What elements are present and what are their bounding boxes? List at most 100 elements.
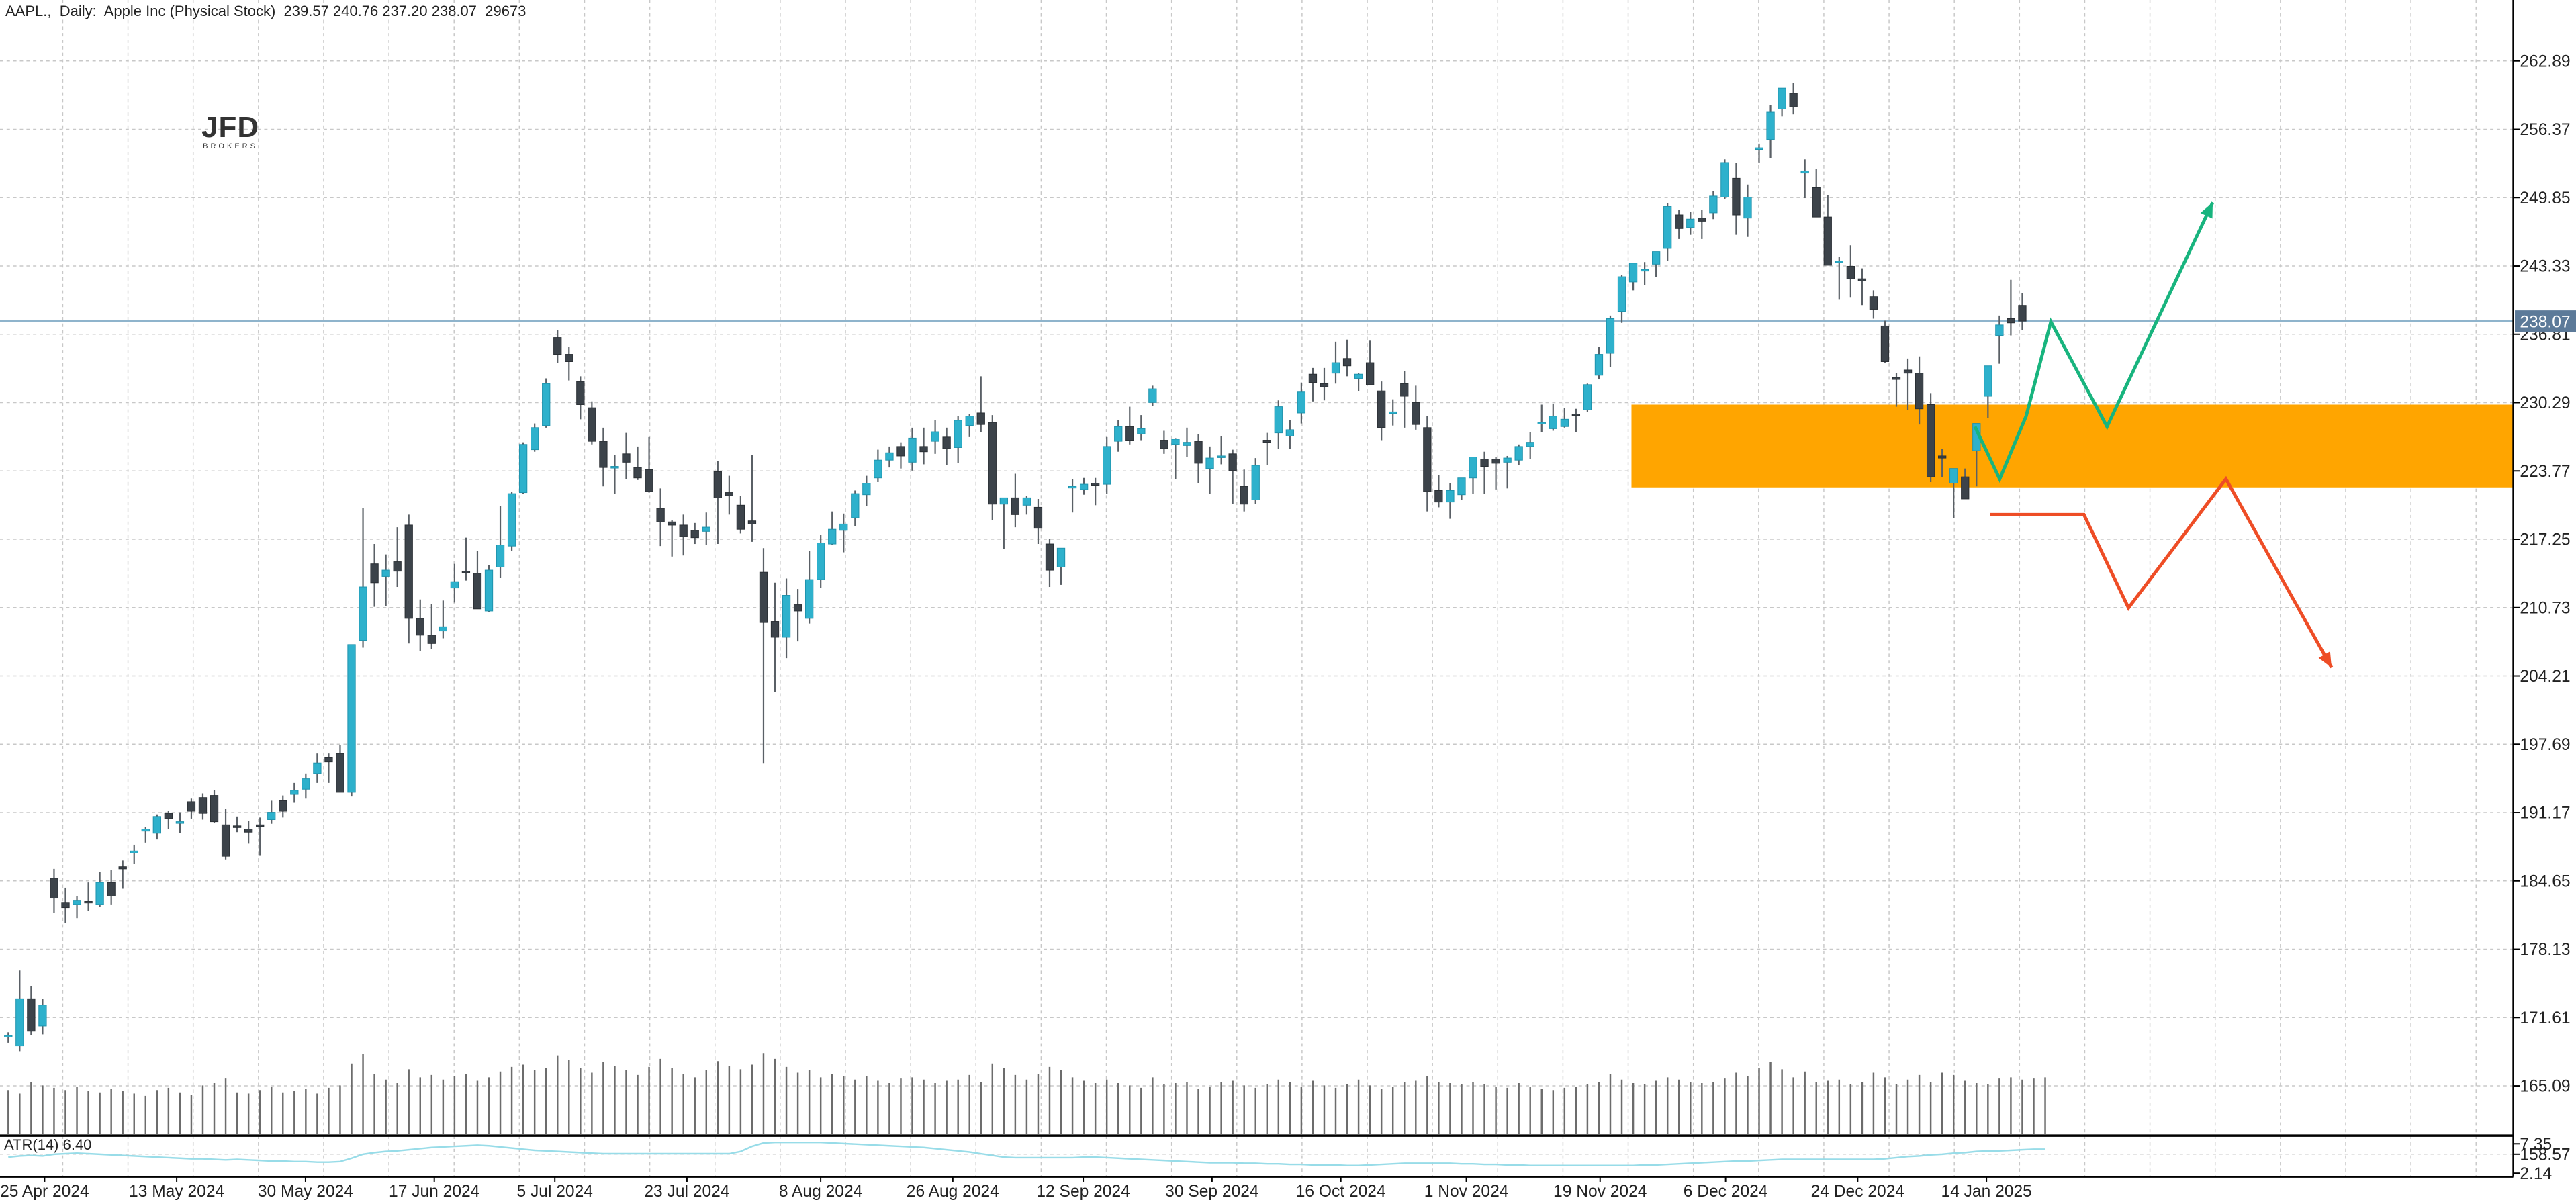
candle-body — [817, 542, 825, 580]
x-tick-label: 8 Aug 2024 — [779, 1183, 862, 1200]
candle-body — [633, 467, 642, 479]
candle-body — [679, 524, 688, 537]
candle-body — [954, 420, 962, 448]
candle-body — [1262, 440, 1271, 443]
candle-body — [1755, 147, 1763, 150]
x-tick-label: 24 Dec 2024 — [1811, 1183, 1904, 1200]
logo-subtext: BROKERS — [203, 142, 258, 150]
candle-body — [1240, 486, 1248, 505]
candle-body — [1583, 384, 1592, 410]
candle-body — [1514, 446, 1523, 461]
support-zone-rect — [1631, 404, 2514, 488]
x-tick-label: 14 Jan 2025 — [1941, 1183, 2031, 1200]
candle-body — [1389, 411, 1397, 414]
candle-body — [1628, 263, 1638, 283]
candle-body — [1892, 377, 1901, 380]
y-tick-label: 165.09 — [2520, 1078, 2570, 1096]
candle-body — [302, 778, 310, 790]
candle-body — [336, 753, 344, 793]
y-tick-label: 191.17 — [2520, 804, 2570, 823]
candle-body — [1320, 383, 1329, 387]
bullish-scenario-line — [1973, 201, 2215, 483]
candle-body — [256, 824, 265, 827]
candle-body — [484, 569, 494, 612]
candle-body — [1377, 390, 1386, 428]
candle-body — [804, 579, 814, 619]
candle-body — [965, 416, 974, 426]
y-tick-label: 204.21 — [2520, 667, 2570, 686]
atr-tick-label: 2.14 — [2520, 1165, 2552, 1183]
candle-body — [896, 446, 905, 457]
candle-body — [61, 902, 70, 909]
candle-body — [1846, 265, 1855, 279]
candle-body — [118, 866, 127, 870]
candle-body — [1835, 261, 1843, 263]
candle-body — [828, 528, 837, 545]
candle-body — [690, 530, 699, 539]
candle-body — [221, 824, 230, 857]
ohlc-values: 239.57 240.76 237.20 238.07 — [283, 3, 477, 19]
candle-body — [736, 504, 745, 530]
candle-body — [1732, 177, 1741, 216]
candle-body — [1995, 324, 2004, 336]
support-zone — [1631, 404, 2514, 488]
candle-body — [1285, 429, 1294, 436]
candle-body — [359, 586, 367, 641]
candle-body — [851, 493, 860, 518]
candle-body — [1812, 187, 1821, 218]
candle-body — [427, 635, 436, 644]
volume-value: 29673 — [485, 3, 526, 19]
candle-body — [1480, 459, 1489, 467]
atr-line — [8, 1141, 2045, 1166]
y-tick-label: 256.37 — [2520, 121, 2570, 139]
candle-body — [473, 573, 482, 610]
candle-body — [1617, 276, 1626, 312]
candle-body — [1698, 218, 1706, 222]
x-tick-label: 25 Apr 2024 — [0, 1183, 89, 1200]
axes — [0, 0, 2514, 1178]
candle-body — [1823, 216, 1832, 266]
candle-body — [1606, 318, 1615, 354]
candle-body — [2018, 305, 2027, 322]
candle-body — [1469, 457, 1477, 479]
candle-body — [542, 383, 551, 426]
candle-body — [725, 492, 734, 496]
candle-body — [50, 878, 58, 899]
bullish-scenario-arrowhead — [2200, 202, 2213, 219]
candle-body — [885, 452, 894, 461]
candle-body — [702, 526, 710, 532]
candle-body — [1125, 426, 1134, 441]
candle-body — [1915, 373, 1924, 410]
candle-body — [1560, 418, 1569, 427]
y-tick-label: 197.69 — [2520, 736, 2570, 754]
price-axis-labels: 262.89256.37249.85243.33236.81230.29223.… — [2513, 52, 2571, 1164]
candle-body — [565, 354, 573, 362]
candle-body — [1068, 486, 1077, 489]
candle-body — [175, 821, 185, 824]
candle-body — [1526, 442, 1534, 447]
candle-body — [931, 431, 939, 442]
x-tick-label: 16 Oct 2024 — [1296, 1183, 1386, 1200]
candle-body — [4, 1035, 13, 1037]
candle-body — [1079, 483, 1089, 490]
candle-body — [439, 626, 447, 632]
candle-body — [1709, 195, 1718, 214]
candle-body — [130, 850, 138, 853]
candle-body — [1331, 362, 1340, 374]
candle-body — [599, 441, 608, 468]
candle-body — [1103, 446, 1111, 485]
price-badge: 238.07 — [2515, 310, 2576, 332]
candle-body — [1228, 453, 1237, 471]
x-tick-label: 5 Jul 2024 — [516, 1183, 592, 1200]
candle-body — [610, 466, 619, 469]
candle-body — [15, 998, 24, 1047]
x-tick-label: 30 May 2024 — [258, 1183, 353, 1200]
candle-body — [1652, 251, 1661, 265]
atr-axis-labels: 7.35 2.14 — [2513, 1136, 2552, 1183]
candle-body — [450, 581, 459, 589]
chart-header: AAPL., Daily: Apple Inc (Physical Stock)… — [5, 3, 526, 19]
candle-body — [1869, 296, 1878, 310]
candle-body — [27, 998, 36, 1032]
